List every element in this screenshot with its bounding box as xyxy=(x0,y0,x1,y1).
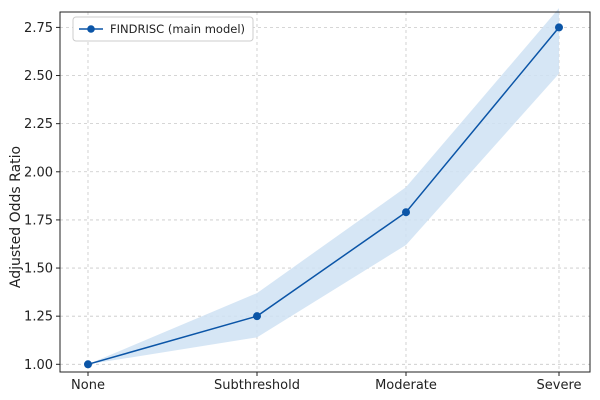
axes xyxy=(56,11,591,376)
legend-label: FINDRISC (main model) xyxy=(110,22,245,36)
confidence-band xyxy=(88,8,559,365)
y-tick-label: 1.00 xyxy=(24,358,53,373)
confidence-band-area xyxy=(88,8,559,365)
y-tick-label: 1.50 xyxy=(24,262,53,277)
x-tick-label: None xyxy=(71,378,105,393)
x-tick-label: Subthreshold xyxy=(214,378,300,393)
x-tick-labels: None Subthreshold Moderate Severe xyxy=(71,378,581,393)
y-tick-label: 2.00 xyxy=(24,165,53,180)
series-line-path xyxy=(87,26,560,366)
legend-marker xyxy=(87,25,95,33)
x-tick-label: Severe xyxy=(537,378,582,393)
series-line xyxy=(87,26,560,366)
legend-box xyxy=(72,16,254,42)
y-axis-label: Adjusted Odds Ratio xyxy=(8,146,24,288)
data-point xyxy=(84,360,92,369)
y-tick-label: 2.25 xyxy=(24,117,53,132)
plot-frame xyxy=(59,11,591,373)
x-tick-label: Moderate xyxy=(375,378,437,393)
series-points xyxy=(84,23,563,369)
y-tick-labels: 1.00 1.25 1.50 1.75 2.00 2.25 2.50 2.75 xyxy=(24,21,53,373)
data-point xyxy=(555,23,563,32)
legend: FINDRISC (main model) xyxy=(72,16,254,42)
data-point xyxy=(402,208,410,217)
y-tick-label: 1.75 xyxy=(24,213,53,228)
data-point xyxy=(253,312,261,321)
y-tick-label: 1.25 xyxy=(24,310,53,325)
y-tick-label: 2.50 xyxy=(24,69,53,84)
y-tick-label: 2.75 xyxy=(24,21,53,36)
